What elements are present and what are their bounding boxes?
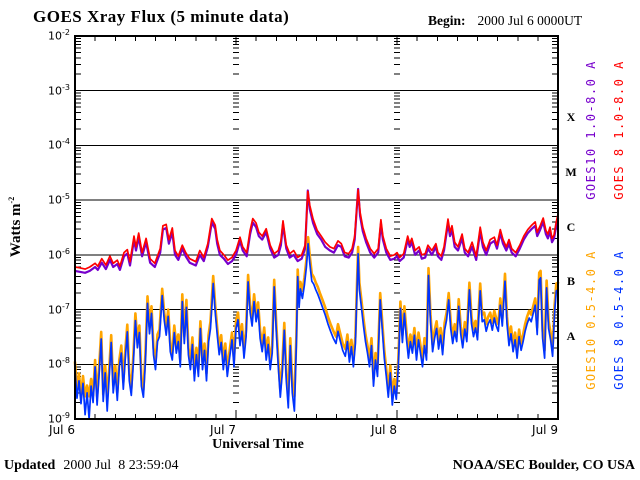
flare-class-m: M bbox=[565, 164, 577, 179]
plot-frame bbox=[74, 35, 559, 420]
legend-goes10-long: GOES10 1.0-8.0 A bbox=[584, 60, 598, 200]
source-credit: NOAA/SEC Boulder, CO USA bbox=[452, 458, 635, 473]
y-tick-label: 10-2 bbox=[48, 28, 70, 43]
x-tick-label: Jul 8 bbox=[371, 423, 397, 437]
begin-label: Begin: bbox=[428, 13, 466, 28]
flare-class-a: A bbox=[566, 328, 576, 343]
y-tick-label: 10-9 bbox=[48, 411, 70, 426]
y-axis-title: Watts m-2 bbox=[7, 196, 24, 258]
y-tick-label: 10-5 bbox=[48, 192, 70, 207]
y-tick-label: 10-6 bbox=[48, 246, 70, 262]
y-tick-label: 10-3 bbox=[48, 82, 70, 98]
page-title: GOES Xray Flux (5 minute data) bbox=[33, 7, 290, 26]
legend-goes8-long: GOES 8 1.0-8.0 A bbox=[612, 60, 626, 200]
x-tick-label: Jul 7 bbox=[210, 423, 236, 437]
legend-goes10-short: GOES10 0.5-4.0 A bbox=[584, 250, 598, 390]
x-tick-label: Jul 9 bbox=[532, 423, 558, 437]
updated-timestamp: Updated 2000 Jul 8 23:59:04 bbox=[4, 458, 178, 474]
series-goes8-short bbox=[74, 242, 559, 420]
flare-class-c: C bbox=[566, 219, 576, 234]
updated-label: Updated bbox=[4, 458, 56, 473]
series-goes8-long bbox=[74, 188, 559, 270]
x-tick-label: Jul 6 bbox=[49, 423, 75, 437]
flare-class-b: B bbox=[566, 274, 575, 289]
flare-class-x: X bbox=[566, 110, 576, 125]
y-tick-label: 10-8 bbox=[48, 356, 70, 371]
begin-time: Begin: 2000 Jul 6 0000UT bbox=[428, 13, 582, 29]
y-tick-label: 10-7 bbox=[48, 301, 70, 317]
series-goes10-long bbox=[73, 187, 560, 274]
y-tick-label: 10-4 bbox=[48, 137, 70, 153]
begin-value: 2000 Jul 6 0000UT bbox=[477, 13, 583, 28]
legend-goes8-short: GOES 8 0.5-4.0 A bbox=[612, 250, 626, 390]
x-axis-title: Universal Time bbox=[212, 437, 304, 452]
updated-value: 2000 Jul 8 23:59:04 bbox=[63, 458, 179, 473]
